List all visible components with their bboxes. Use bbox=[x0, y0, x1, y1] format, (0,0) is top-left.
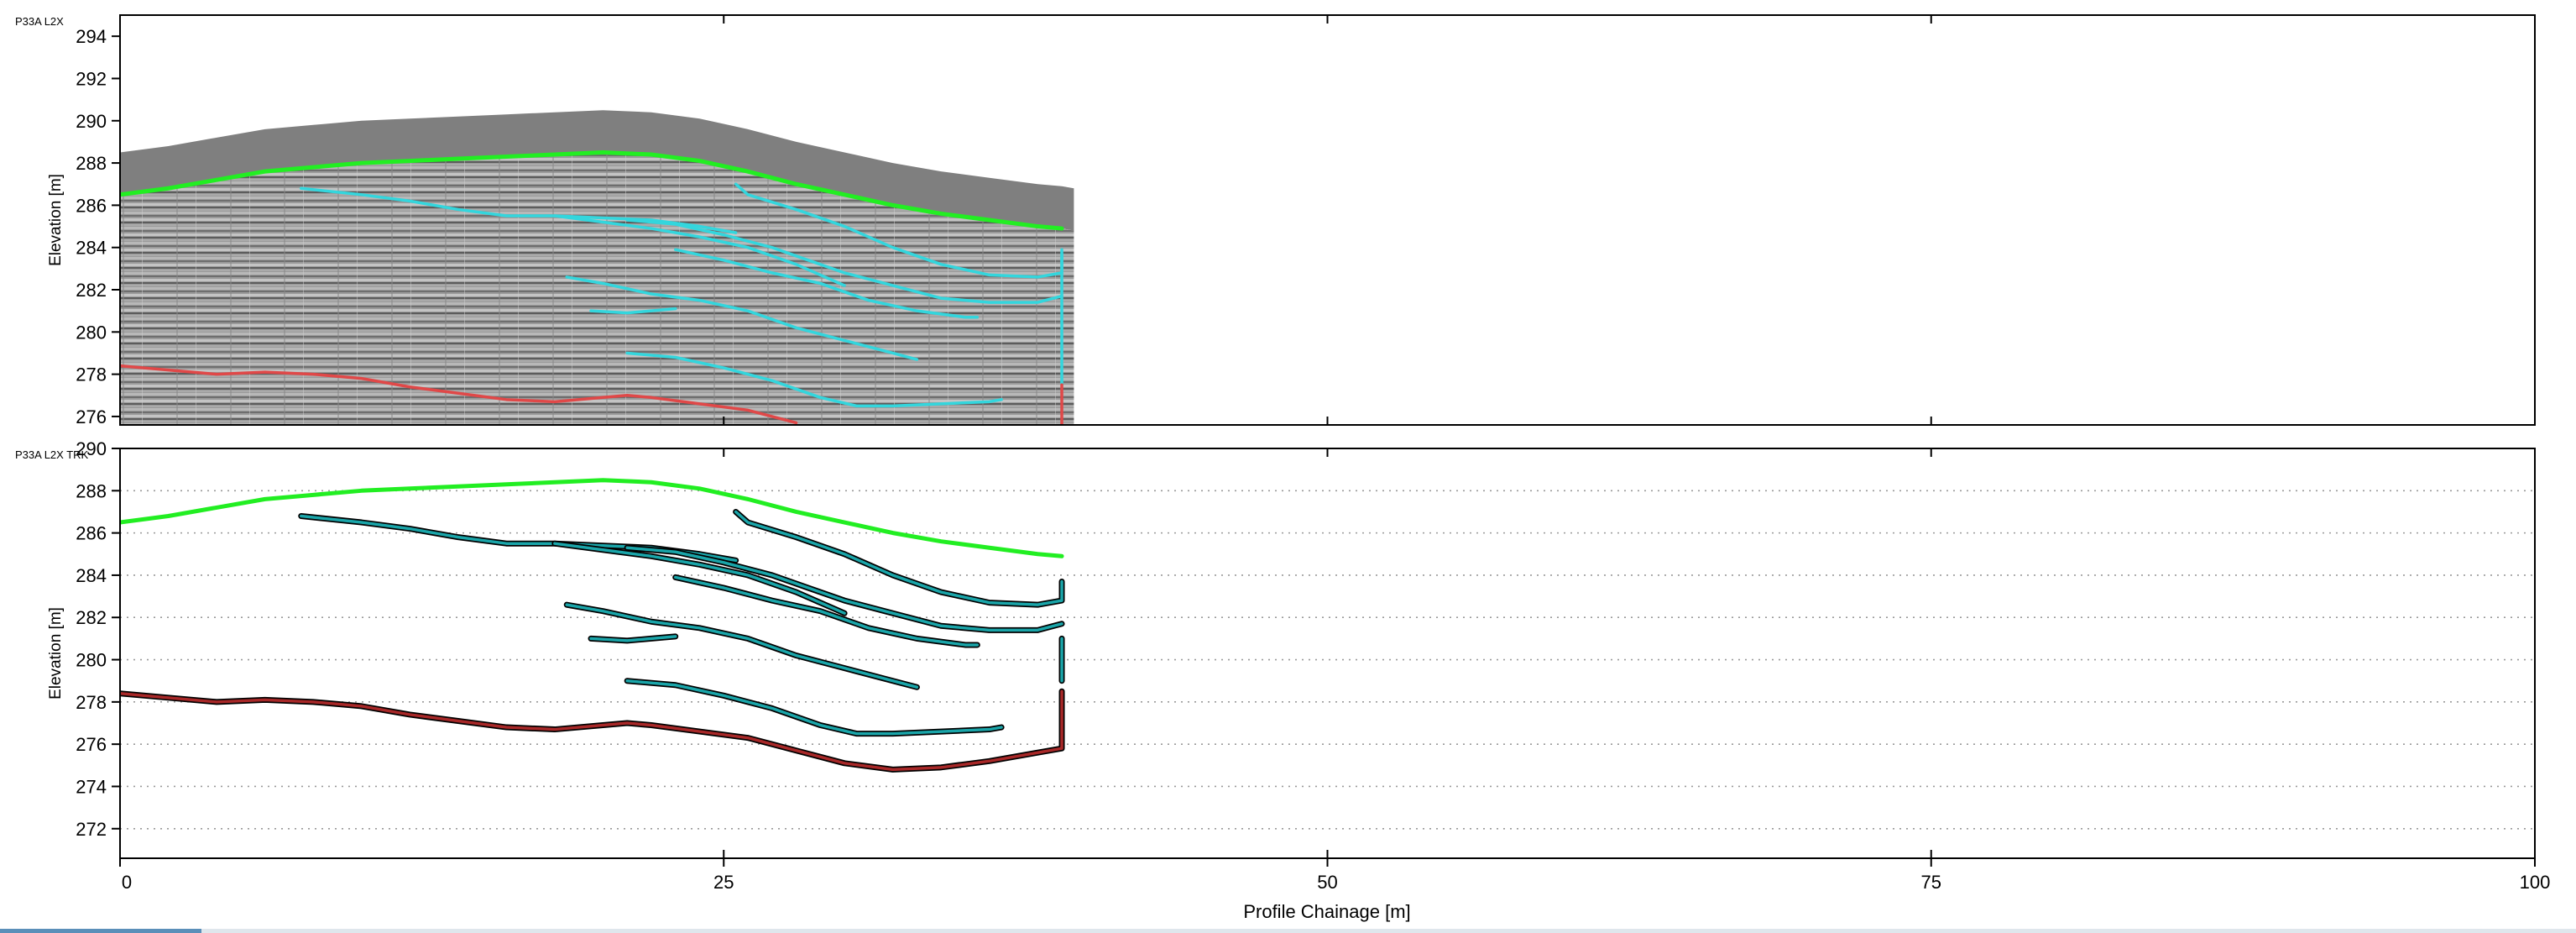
x-tick-label: 50 bbox=[1317, 872, 1337, 893]
y-tick-label: 280 bbox=[76, 650, 107, 671]
y-tick-label: 294 bbox=[76, 26, 107, 47]
y-tick-label: 288 bbox=[76, 480, 107, 501]
top-panel-label: P33A L2X bbox=[15, 15, 64, 28]
series-line-reflector_6 bbox=[565, 275, 919, 361]
y-tick-label: 282 bbox=[76, 280, 107, 301]
y-tick-label: 276 bbox=[76, 734, 107, 755]
window-bottom-accent bbox=[0, 929, 201, 933]
y-tick-label: 272 bbox=[76, 819, 107, 840]
y-tick-label: 290 bbox=[76, 438, 107, 459]
x-tick-label: 25 bbox=[713, 872, 734, 893]
series-line-reflector_5 bbox=[673, 248, 980, 319]
series-line-ground_surface bbox=[120, 478, 1064, 558]
radargram-air-wedge bbox=[120, 110, 1074, 231]
series-line-reflector_4 bbox=[625, 218, 1063, 304]
y-tick-label: 278 bbox=[76, 692, 107, 713]
top-interpretation-lines bbox=[120, 150, 1064, 425]
series-line-base_layer bbox=[120, 689, 1063, 772]
top-y-ticks: 294 292 290 288 286 284 282 280 278 276 bbox=[76, 26, 120, 427]
y-tick-label: 290 bbox=[76, 111, 107, 132]
series-line-ground_surface bbox=[120, 150, 1064, 231]
y-tick-label: 282 bbox=[76, 607, 107, 628]
series-line-reflector_4 bbox=[625, 546, 1063, 632]
series-line-reflector_3 bbox=[553, 542, 846, 615]
top-x-ticks bbox=[723, 15, 1932, 425]
y-tick-label: 280 bbox=[76, 322, 107, 343]
series-line-reflector_6 bbox=[565, 603, 919, 689]
radargram-section bbox=[120, 152, 1074, 425]
y-tick-label: 286 bbox=[76, 523, 107, 544]
top-panel: P33A L2X Elevation [m] 294 292 290 288 286 28… bbox=[15, 14, 2536, 427]
bottom-panel: P33A L2X TRK Elevation [m] 2902882862842… bbox=[15, 438, 2550, 922]
bottom-panel-label: P33A L2X TRK bbox=[15, 448, 89, 461]
x-tick-label: 100 bbox=[2520, 872, 2551, 893]
y-tick-label: 284 bbox=[76, 565, 107, 586]
series-line-reflector_8 bbox=[625, 679, 1003, 736]
y-tick-label: 286 bbox=[76, 195, 107, 216]
y-tick-label: 288 bbox=[76, 153, 107, 174]
x-tick-label: 0 bbox=[122, 872, 132, 893]
series-line-reflector_5 bbox=[673, 575, 980, 647]
series-outline-reflector_8 bbox=[624, 678, 1005, 737]
series-line-reflector_8 bbox=[625, 351, 1003, 408]
bottom-y-ticks: 290 288 286 284 282 280 278 276 274 272 bbox=[76, 438, 120, 840]
series-line-base_layer bbox=[120, 364, 798, 425]
bottom-y-axis-label: Elevation [m] bbox=[47, 607, 65, 700]
y-tick-label: 278 bbox=[76, 364, 107, 385]
y-tick-label: 284 bbox=[76, 238, 107, 259]
x-axis-label: Profile Chainage [m] bbox=[1243, 901, 1410, 922]
y-tick-label: 274 bbox=[76, 776, 107, 797]
series-line-reflector_7 bbox=[589, 635, 677, 642]
series-line-reflector_7 bbox=[589, 307, 677, 315]
x-tick-label: 75 bbox=[1921, 872, 1941, 893]
window-bottom-edge bbox=[0, 929, 2576, 933]
y-tick-label: 276 bbox=[76, 406, 107, 427]
series-line-reflector_2 bbox=[734, 182, 1063, 279]
series-line-reflector_3 bbox=[553, 214, 846, 287]
bottom-plot-frame bbox=[119, 448, 2536, 859]
top-y-axis-label: Elevation [m] bbox=[47, 174, 65, 266]
bottom-interpretation-lines bbox=[120, 478, 1065, 773]
series-line-reflector_2 bbox=[734, 510, 1063, 606]
bottom-x-ticks: 0 25 50 75 100 bbox=[119, 448, 2551, 893]
y-tick-label: 292 bbox=[76, 68, 107, 89]
